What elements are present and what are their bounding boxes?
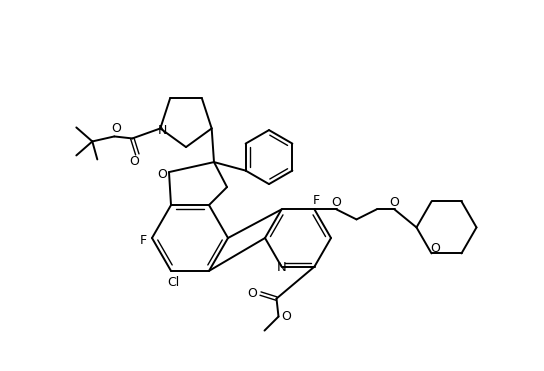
Text: F: F [313, 194, 320, 207]
Text: N: N [158, 124, 167, 137]
Text: O: O [331, 196, 342, 209]
Text: O: O [390, 196, 399, 209]
Text: N: N [277, 261, 286, 274]
Text: O: O [157, 168, 167, 181]
Text: O: O [248, 287, 257, 300]
Text: F: F [139, 233, 146, 246]
Text: O: O [430, 242, 441, 255]
Text: Cl: Cl [167, 276, 179, 289]
Text: O: O [112, 122, 121, 135]
Text: O: O [282, 310, 292, 323]
Text: O: O [129, 155, 139, 168]
